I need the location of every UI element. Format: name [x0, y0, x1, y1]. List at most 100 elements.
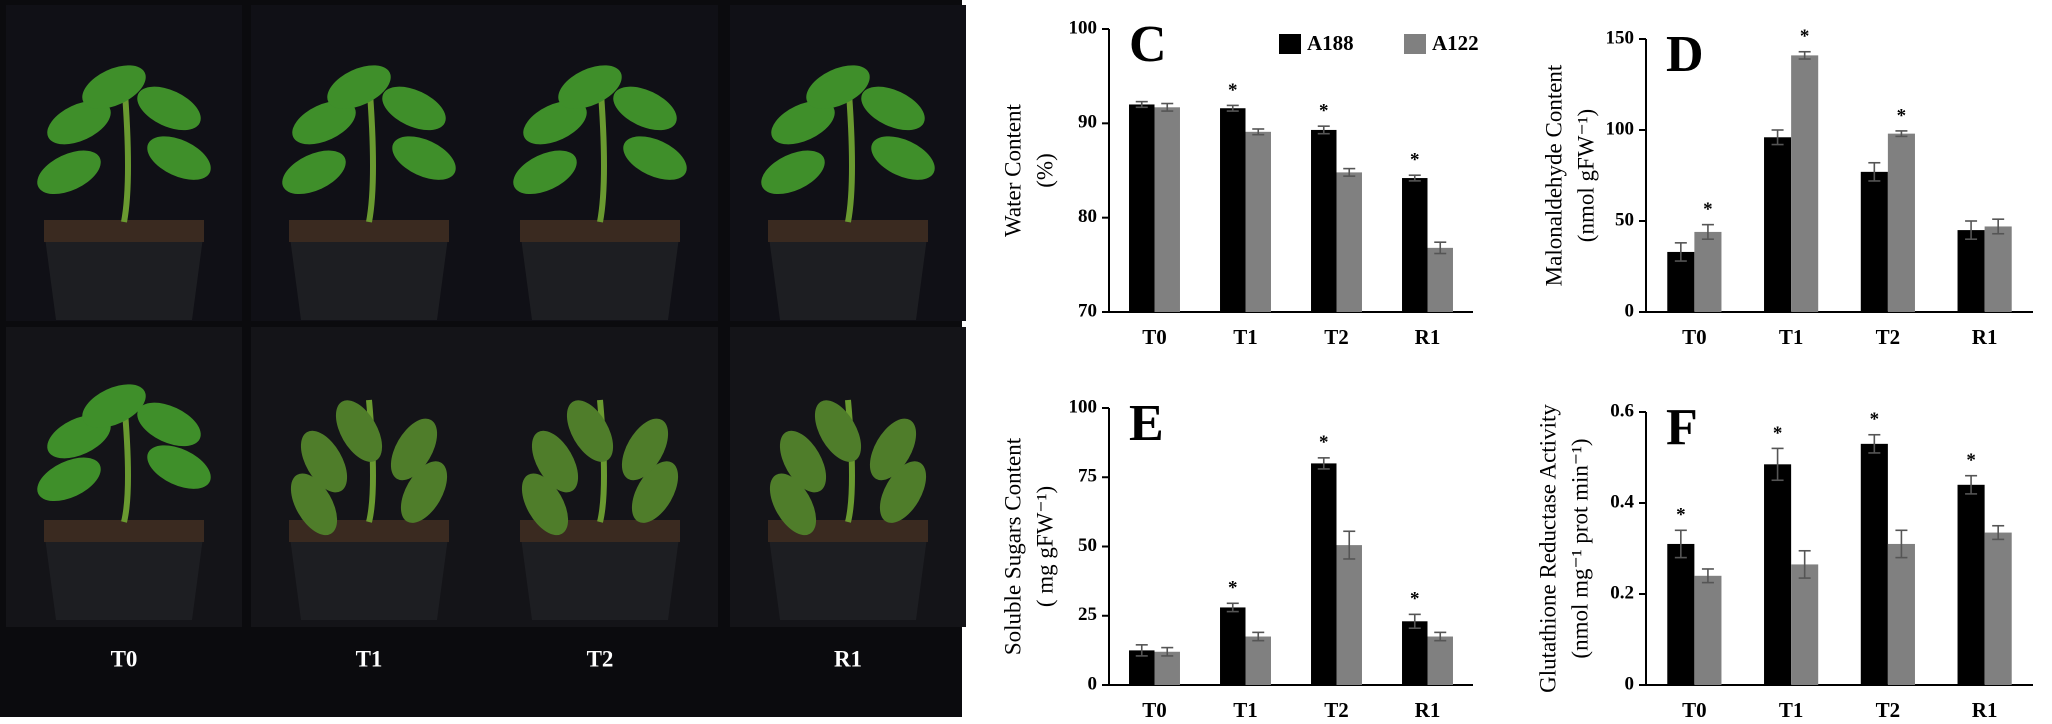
- y-tick-label: 80: [1078, 206, 1097, 227]
- legend-label: A122: [1432, 31, 1479, 55]
- leaf: [558, 65, 622, 109]
- bar: [1791, 564, 1819, 685]
- y-axis-label: Soluble Sugars Content: [1000, 437, 1025, 655]
- bar: [1427, 247, 1453, 312]
- legend-swatch: [1404, 34, 1426, 54]
- significance-mark: *: [1228, 578, 1238, 599]
- bar: [1220, 607, 1246, 685]
- leaf: [623, 136, 687, 180]
- pot: [289, 530, 449, 620]
- y-tick-label: 100: [1069, 396, 1098, 417]
- y-axis-label: Glutathione Reductase Activity: [1535, 404, 1560, 693]
- bar: [1427, 636, 1453, 685]
- leaf: [400, 461, 448, 523]
- photo-column-label: T2: [587, 646, 614, 671]
- y-tick-label: 75: [1078, 466, 1097, 487]
- bar: [1220, 108, 1246, 313]
- significance-mark: *: [1676, 505, 1686, 526]
- significance-mark: *: [1773, 423, 1783, 444]
- significance-mark: *: [1410, 150, 1420, 171]
- leaf: [806, 65, 870, 109]
- leaf: [82, 65, 146, 109]
- leaf: [147, 136, 211, 180]
- leaf: [631, 461, 679, 523]
- x-tick-label: T0: [1682, 698, 1707, 722]
- leaf: [771, 100, 835, 145]
- x-tick-label: T2: [1324, 698, 1349, 722]
- soil: [289, 220, 449, 242]
- bar: [1154, 651, 1180, 685]
- leaf: [779, 430, 827, 493]
- y-axis-label: Water Content: [1000, 103, 1025, 237]
- soil: [520, 220, 680, 242]
- bar: [1336, 172, 1362, 312]
- leaf: [531, 430, 579, 493]
- leaf: [869, 418, 917, 481]
- panel-label: F: [1666, 399, 1698, 456]
- bar: [1694, 231, 1722, 312]
- y-tick-label: 100: [1069, 17, 1098, 38]
- panel-label: C: [1129, 16, 1167, 73]
- bar: [1764, 137, 1792, 312]
- x-tick-label: T0: [1682, 325, 1707, 349]
- bar: [1245, 636, 1271, 685]
- bar: [1245, 131, 1271, 312]
- legend-swatch: [1279, 34, 1301, 54]
- pot: [520, 230, 680, 320]
- y-tick-label: 50: [1078, 535, 1097, 556]
- x-tick-label: R1: [1972, 698, 1998, 722]
- y-axis-label: (%): [1032, 153, 1057, 187]
- bar: [1694, 575, 1722, 685]
- leaf: [392, 136, 456, 180]
- bar: [1336, 545, 1362, 685]
- x-tick-label: T0: [1142, 698, 1167, 722]
- legend-label: A188: [1307, 31, 1354, 55]
- leaf: [335, 400, 383, 462]
- stem: [597, 79, 607, 223]
- pot: [289, 230, 449, 320]
- y-tick-label: 100: [1606, 118, 1635, 139]
- y-tick-label: 150: [1606, 27, 1635, 48]
- leaf: [147, 445, 211, 489]
- x-tick-label: R1: [1415, 698, 1441, 722]
- significance-mark: *: [1319, 101, 1329, 122]
- stem: [845, 79, 855, 223]
- leaf: [566, 400, 614, 462]
- bar: [1984, 532, 2012, 685]
- y-tick-label: 25: [1078, 604, 1097, 625]
- leaf: [769, 473, 817, 536]
- bar: [1984, 226, 2012, 312]
- leaf: [523, 100, 587, 145]
- pot: [44, 530, 204, 620]
- significance-mark: *: [1966, 450, 1976, 471]
- y-tick-label: 0.2: [1610, 582, 1634, 603]
- panel-label: E: [1129, 395, 1164, 452]
- pot: [768, 530, 928, 620]
- y-tick-label: 0: [1088, 673, 1098, 694]
- y-tick-label: 50: [1615, 209, 1634, 230]
- x-tick-label: T2: [1876, 325, 1901, 349]
- pot: [44, 230, 204, 320]
- y-axis-label: ( mg gFW⁻¹): [1032, 486, 1057, 607]
- leaf: [292, 100, 356, 145]
- photo-column-label: T0: [111, 646, 138, 671]
- x-tick-label: R1: [1415, 325, 1441, 349]
- leaf: [37, 457, 101, 502]
- x-tick-label: T1: [1233, 698, 1258, 722]
- bar: [1887, 133, 1915, 312]
- x-tick-label: R1: [1972, 325, 1998, 349]
- bar: [1402, 621, 1428, 685]
- leaf: [137, 86, 201, 131]
- significance-mark: *: [1800, 26, 1810, 47]
- bar: [1887, 543, 1915, 685]
- leaf: [761, 150, 825, 195]
- leaf: [47, 100, 111, 145]
- panel-label: D: [1666, 26, 1704, 83]
- bar: [1154, 107, 1180, 313]
- leaf: [814, 400, 862, 462]
- leaf: [871, 136, 935, 180]
- y-axis-label: (nmol mg⁻¹ prot min⁻¹): [1567, 438, 1592, 658]
- y-tick-label: 0: [1625, 673, 1635, 694]
- pot: [520, 530, 680, 620]
